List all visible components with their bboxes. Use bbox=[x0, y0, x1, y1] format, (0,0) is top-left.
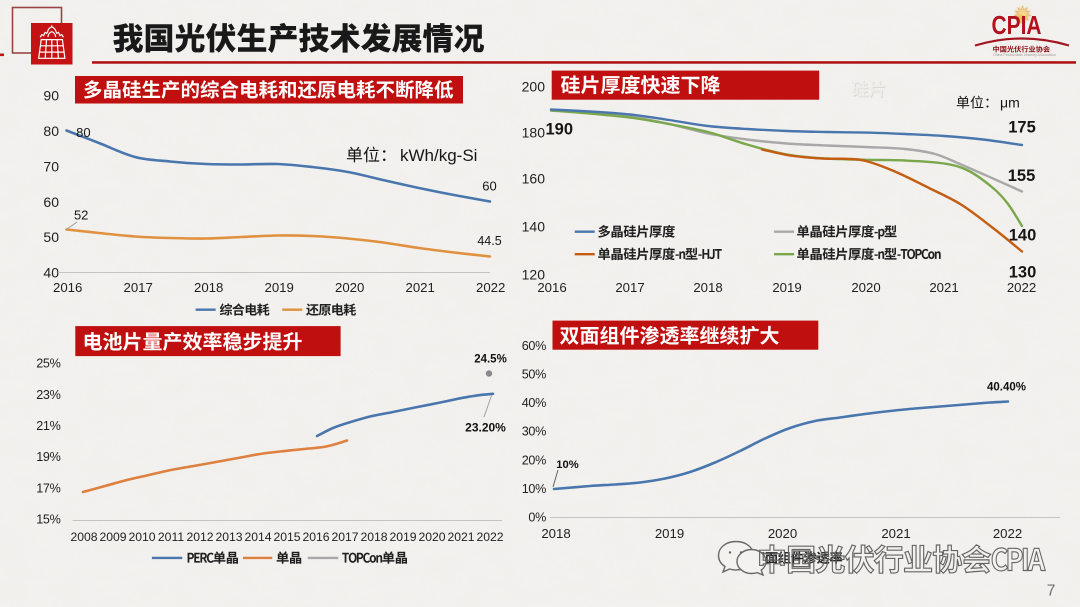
svg-text:2010: 2010 bbox=[128, 530, 155, 544]
svg-text:2020: 2020 bbox=[768, 526, 797, 541]
svg-text:160: 160 bbox=[522, 170, 546, 186]
svg-text:2012: 2012 bbox=[186, 530, 213, 544]
svg-text:2008: 2008 bbox=[70, 530, 97, 544]
svg-text:2017: 2017 bbox=[331, 530, 358, 544]
svg-text:2019: 2019 bbox=[655, 526, 684, 541]
svg-text:2017: 2017 bbox=[615, 280, 644, 295]
svg-text:7: 7 bbox=[1047, 583, 1056, 600]
svg-text:23.20%: 23.20% bbox=[465, 421, 506, 435]
svg-text:80: 80 bbox=[43, 123, 59, 139]
svg-text:40: 40 bbox=[43, 265, 59, 281]
svg-text:17%: 17% bbox=[36, 481, 60, 495]
svg-text:190: 190 bbox=[546, 120, 574, 138]
svg-text:2016: 2016 bbox=[53, 280, 82, 295]
svg-text:50%: 50% bbox=[522, 367, 546, 381]
svg-text:21%: 21% bbox=[36, 419, 60, 433]
svg-text:2018: 2018 bbox=[360, 530, 387, 544]
svg-text:2018: 2018 bbox=[194, 280, 223, 295]
svg-text:2018: 2018 bbox=[693, 280, 722, 295]
svg-text:2015: 2015 bbox=[273, 530, 300, 544]
svg-text:2018: 2018 bbox=[541, 526, 570, 541]
svg-text:50: 50 bbox=[43, 229, 59, 245]
svg-text:2017: 2017 bbox=[124, 280, 153, 295]
svg-text:30%: 30% bbox=[522, 425, 546, 439]
svg-text:2016: 2016 bbox=[302, 530, 329, 544]
svg-text:70: 70 bbox=[43, 158, 59, 174]
svg-text:2021: 2021 bbox=[447, 530, 474, 544]
svg-text:175: 175 bbox=[1008, 119, 1036, 137]
svg-text:200: 200 bbox=[522, 79, 546, 95]
svg-text:130: 130 bbox=[1009, 263, 1037, 281]
svg-text:19%: 19% bbox=[36, 450, 60, 464]
svg-text:80: 80 bbox=[76, 125, 90, 140]
svg-text:40.40%: 40.40% bbox=[987, 382, 1026, 394]
svg-text:2011: 2011 bbox=[158, 530, 184, 544]
svg-text:10%: 10% bbox=[556, 459, 578, 471]
svg-text:52: 52 bbox=[74, 207, 88, 222]
svg-text:μm: μm bbox=[1000, 95, 1020, 111]
svg-text:2019: 2019 bbox=[389, 530, 416, 544]
svg-text:25%: 25% bbox=[36, 357, 60, 371]
svg-text:10%: 10% bbox=[522, 482, 546, 496]
svg-text:23%: 23% bbox=[36, 388, 60, 402]
svg-text:2020: 2020 bbox=[335, 280, 364, 295]
svg-text:60: 60 bbox=[43, 194, 59, 210]
svg-text:2021: 2021 bbox=[406, 280, 435, 295]
svg-text:140: 140 bbox=[1009, 226, 1037, 244]
svg-text:2016: 2016 bbox=[537, 280, 566, 295]
svg-text:China Photovoltaic Industry As: China Photovoltaic Industry Association bbox=[993, 53, 1056, 57]
svg-text:40%: 40% bbox=[522, 396, 546, 410]
svg-text:2020: 2020 bbox=[851, 280, 880, 295]
svg-text:44.5: 44.5 bbox=[477, 234, 501, 248]
svg-text:15%: 15% bbox=[36, 513, 60, 527]
svg-text:60: 60 bbox=[482, 179, 496, 194]
svg-text:120: 120 bbox=[522, 267, 546, 283]
svg-text:2022: 2022 bbox=[476, 280, 505, 295]
svg-text:60%: 60% bbox=[522, 339, 546, 353]
svg-text:2021: 2021 bbox=[929, 280, 958, 295]
svg-text:20%: 20% bbox=[522, 453, 546, 467]
svg-text:2013: 2013 bbox=[215, 530, 242, 544]
svg-text:2009: 2009 bbox=[99, 530, 126, 544]
svg-text:0%: 0% bbox=[528, 511, 546, 525]
svg-text:2021: 2021 bbox=[881, 526, 910, 541]
svg-text:2014: 2014 bbox=[244, 530, 271, 544]
svg-text:CPIA: CPIA bbox=[992, 10, 1042, 40]
svg-text:2019: 2019 bbox=[772, 280, 801, 295]
svg-text:90: 90 bbox=[43, 88, 59, 104]
svg-text:2022: 2022 bbox=[993, 526, 1022, 541]
svg-text:2019: 2019 bbox=[265, 280, 294, 295]
svg-text:155: 155 bbox=[1008, 167, 1036, 185]
svg-text:2022: 2022 bbox=[1007, 280, 1036, 295]
svg-text:180: 180 bbox=[522, 125, 546, 141]
svg-text:kWh/kg-Si: kWh/kg-Si bbox=[400, 146, 477, 165]
svg-text:2022: 2022 bbox=[476, 530, 503, 544]
svg-text:2020: 2020 bbox=[418, 530, 445, 544]
svg-text:24.5%: 24.5% bbox=[474, 354, 507, 366]
svg-text:140: 140 bbox=[522, 219, 546, 235]
